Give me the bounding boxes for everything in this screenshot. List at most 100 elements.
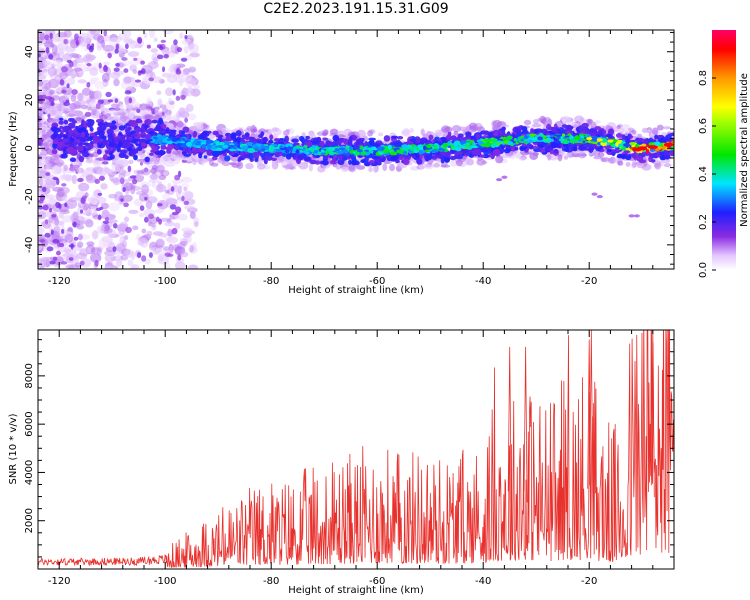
noise-cell bbox=[87, 196, 96, 203]
halo-cell bbox=[174, 156, 181, 165]
noise-cell bbox=[171, 178, 184, 184]
halo-cell bbox=[69, 103, 76, 112]
noise-cell bbox=[171, 228, 178, 235]
noise-cell bbox=[110, 50, 116, 55]
halo-cell bbox=[436, 131, 441, 138]
noise-cell bbox=[183, 45, 189, 54]
noise-cell bbox=[128, 60, 139, 66]
halo-cell bbox=[53, 153, 60, 158]
body-cell bbox=[260, 153, 266, 158]
halo-cell bbox=[91, 151, 99, 158]
noise-cell bbox=[107, 52, 112, 59]
noise-cell bbox=[46, 246, 54, 252]
body-cell bbox=[497, 131, 504, 137]
body-cell bbox=[332, 134, 340, 142]
noise-cell bbox=[59, 71, 69, 80]
halo-cell bbox=[422, 133, 429, 138]
body-cell bbox=[144, 118, 152, 126]
noise-cell bbox=[161, 111, 165, 116]
body-cell bbox=[89, 126, 94, 132]
body-cell bbox=[514, 147, 519, 151]
body-cell bbox=[262, 136, 268, 143]
body-cell bbox=[314, 160, 321, 165]
body-cell bbox=[88, 136, 93, 142]
noise-cell bbox=[124, 90, 132, 95]
body-cell bbox=[149, 152, 154, 156]
halo-cell bbox=[99, 104, 105, 111]
halo-cell bbox=[67, 113, 76, 117]
halo-cell bbox=[167, 156, 176, 164]
halo-cell bbox=[144, 114, 154, 121]
halo-cell bbox=[53, 108, 59, 114]
halo-cell bbox=[46, 117, 56, 123]
halo-cell bbox=[663, 126, 671, 130]
noise-cell bbox=[96, 247, 102, 256]
noise-cell bbox=[146, 230, 153, 237]
noise-cell bbox=[117, 32, 127, 41]
noise-cell bbox=[156, 54, 164, 60]
noise-cell bbox=[150, 48, 159, 53]
body-cell bbox=[212, 130, 219, 136]
noise-cell bbox=[137, 238, 145, 246]
noise-cell bbox=[61, 228, 65, 234]
noise-cell bbox=[122, 59, 130, 67]
body-cell bbox=[192, 130, 198, 138]
noise-cell bbox=[38, 154, 42, 160]
noise-cell bbox=[184, 34, 188, 40]
noise-cell bbox=[138, 212, 145, 218]
halo-cell bbox=[523, 119, 532, 126]
halo-cell bbox=[38, 126, 48, 135]
noise-cell bbox=[144, 196, 148, 201]
noise-cell bbox=[81, 195, 88, 200]
body-cell bbox=[602, 129, 607, 135]
noise-cell bbox=[52, 186, 64, 192]
noise-cell bbox=[132, 178, 138, 185]
body-cell bbox=[154, 151, 162, 156]
halo-cell bbox=[377, 132, 384, 137]
noise-cell bbox=[104, 254, 117, 262]
noise-cell bbox=[179, 251, 189, 258]
halo-cell bbox=[491, 125, 500, 131]
halo-cell bbox=[566, 151, 575, 158]
body-cell bbox=[58, 120, 64, 125]
noise-cell bbox=[97, 35, 105, 44]
noise-cell bbox=[94, 91, 101, 100]
body-cell bbox=[473, 148, 482, 156]
body-cell bbox=[580, 146, 588, 150]
body-cell bbox=[319, 140, 325, 147]
noise-cell bbox=[56, 178, 60, 186]
halo-cell bbox=[372, 165, 379, 173]
body-cell bbox=[396, 135, 404, 140]
body-cell bbox=[104, 149, 111, 154]
noise-cell bbox=[65, 264, 75, 269]
noise-cell bbox=[50, 229, 54, 236]
halo-cell bbox=[52, 165, 60, 171]
body-cell bbox=[224, 155, 231, 162]
noise-cell bbox=[180, 57, 188, 62]
noise-cell bbox=[188, 264, 199, 269]
noise-cell bbox=[102, 220, 110, 225]
body-cell bbox=[181, 130, 185, 135]
noise-cell bbox=[97, 192, 103, 196]
body-cell bbox=[553, 148, 559, 154]
body-cell bbox=[167, 143, 174, 151]
halo-cell bbox=[382, 163, 388, 171]
body-cell bbox=[119, 149, 128, 154]
body-cell bbox=[92, 136, 100, 143]
halo-cell bbox=[476, 158, 486, 166]
noise-cell bbox=[44, 211, 53, 218]
body-cell bbox=[668, 151, 674, 157]
noise-cell bbox=[175, 206, 182, 214]
body-cell bbox=[503, 148, 511, 154]
noise-cell bbox=[49, 89, 55, 95]
body-cell bbox=[606, 148, 612, 153]
noise-cell bbox=[98, 62, 102, 69]
ridge-cell bbox=[371, 148, 378, 151]
body-cell bbox=[479, 154, 486, 158]
halo-cell bbox=[80, 104, 88, 110]
noise-cell bbox=[38, 229, 44, 237]
noise-cell bbox=[123, 68, 129, 73]
body-cell bbox=[322, 158, 328, 163]
halo-cell bbox=[368, 167, 373, 173]
noise-cell bbox=[79, 260, 85, 266]
